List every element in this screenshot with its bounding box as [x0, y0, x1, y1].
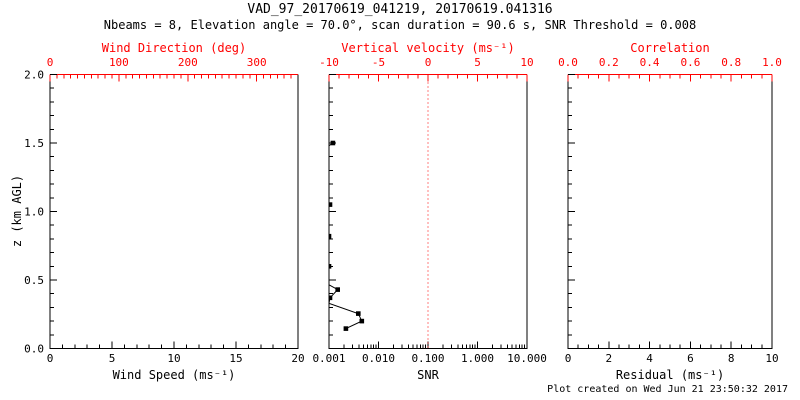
top-tick-label: 0.4 [640, 56, 660, 69]
top-tick-label: 0.8 [721, 56, 741, 69]
top-tick-label: 300 [247, 56, 267, 69]
top-tick-label: 0.6 [680, 56, 700, 69]
data-point-marker [359, 318, 365, 324]
top-tick-label: 5 [474, 56, 481, 69]
data-point-marker [329, 295, 333, 301]
bottom-axis-title: Residual (ms⁻¹) [616, 368, 724, 382]
panel-box [49, 74, 299, 349]
plot-created-timestamp: Plot created on Wed Jun 21 23:50:32 2017 [547, 384, 788, 395]
bottom-tick-label: 0.001 [312, 352, 345, 365]
plot-subtitle: Nbeams = 8, Elevation angle = 70.0°, sca… [103, 18, 697, 32]
top-tick-label: 0.0 [558, 56, 578, 69]
data-point-marker [343, 326, 349, 331]
top-tick-label: 1.0 [762, 56, 782, 69]
data-point-marker [329, 264, 332, 269]
plot-title: VAD_97_20170619_041219, 20170619.041316 [247, 2, 553, 17]
y-tick-label: 1.5 [24, 137, 44, 150]
data-point-marker [330, 140, 336, 146]
top-tick-label: -10 [319, 56, 339, 69]
top-tick-label: 0 [47, 56, 54, 69]
panel-box [567, 74, 773, 349]
y-tick-label: 0.0 [24, 343, 44, 356]
y-tick-label: 2.0 [24, 69, 44, 82]
bottom-tick-label: 0.010 [362, 352, 395, 365]
residual-panel: 0 2 4 6 8 10 Residual (ms⁻¹) 0.0 0.2 0.4 0.6 0.8 1.0… [558, 41, 782, 382]
bottom-tick-label: 10.000 [507, 352, 547, 365]
y-tick-label: 1.0 [24, 206, 44, 219]
bottom-tick-label: 0 [47, 352, 54, 365]
top-tick-label: 200 [178, 56, 198, 69]
data-point-marker [329, 233, 332, 239]
bottom-tick-label: 8 [728, 352, 735, 365]
bottom-axis-title: SNR [417, 368, 439, 382]
bottom-tick-label: 0 [565, 352, 572, 365]
bottom-tick-label: 20 [291, 352, 304, 365]
data-point-marker [356, 311, 361, 316]
bottom-axis-title: Wind Speed (ms⁻¹) [113, 368, 236, 382]
top-axis-title: Correlation [630, 41, 709, 55]
bottom-tick-label: 5 [109, 352, 116, 365]
bottom-tick-label: 2 [605, 352, 612, 365]
data-point-marker [335, 287, 340, 292]
top-tick-label: 100 [109, 56, 129, 69]
bottom-tick-label: 0.100 [411, 352, 444, 365]
top-tick-label: 10 [520, 56, 533, 69]
wind-speed-panel: 0 5 10 15 20 Wind Speed (ms⁻¹) 0 100 200 300Wind … [24, 41, 305, 382]
bottom-tick-label: 10 [765, 352, 778, 365]
top-tick-label: 0 [425, 56, 432, 69]
bottom-tick-label: 15 [229, 352, 242, 365]
top-axis-title: Vertical velocity (ms⁻¹) [341, 41, 514, 55]
bottom-tick-label: 6 [687, 352, 694, 365]
top-axis-title: Wind Direction (deg) [102, 41, 247, 55]
top-tick-label: -5 [372, 56, 385, 69]
snr-profile-line [329, 284, 363, 330]
bottom-tick-label: 1.000 [461, 352, 494, 365]
y-tick-label: 0.5 [24, 274, 44, 287]
bottom-tick-label: 4 [646, 352, 653, 365]
data-point-marker [329, 202, 333, 207]
snr-panel-data [329, 140, 365, 331]
bottom-tick-label: 10 [167, 352, 180, 365]
top-tick-label: 0.2 [599, 56, 619, 69]
y-axis-label: z (km AGL) [10, 174, 24, 248]
snr-panel: 0.001 0.010 0.100 1.000 10.000 SNR -10 -5 0 5 10 Ve… [312, 41, 546, 382]
